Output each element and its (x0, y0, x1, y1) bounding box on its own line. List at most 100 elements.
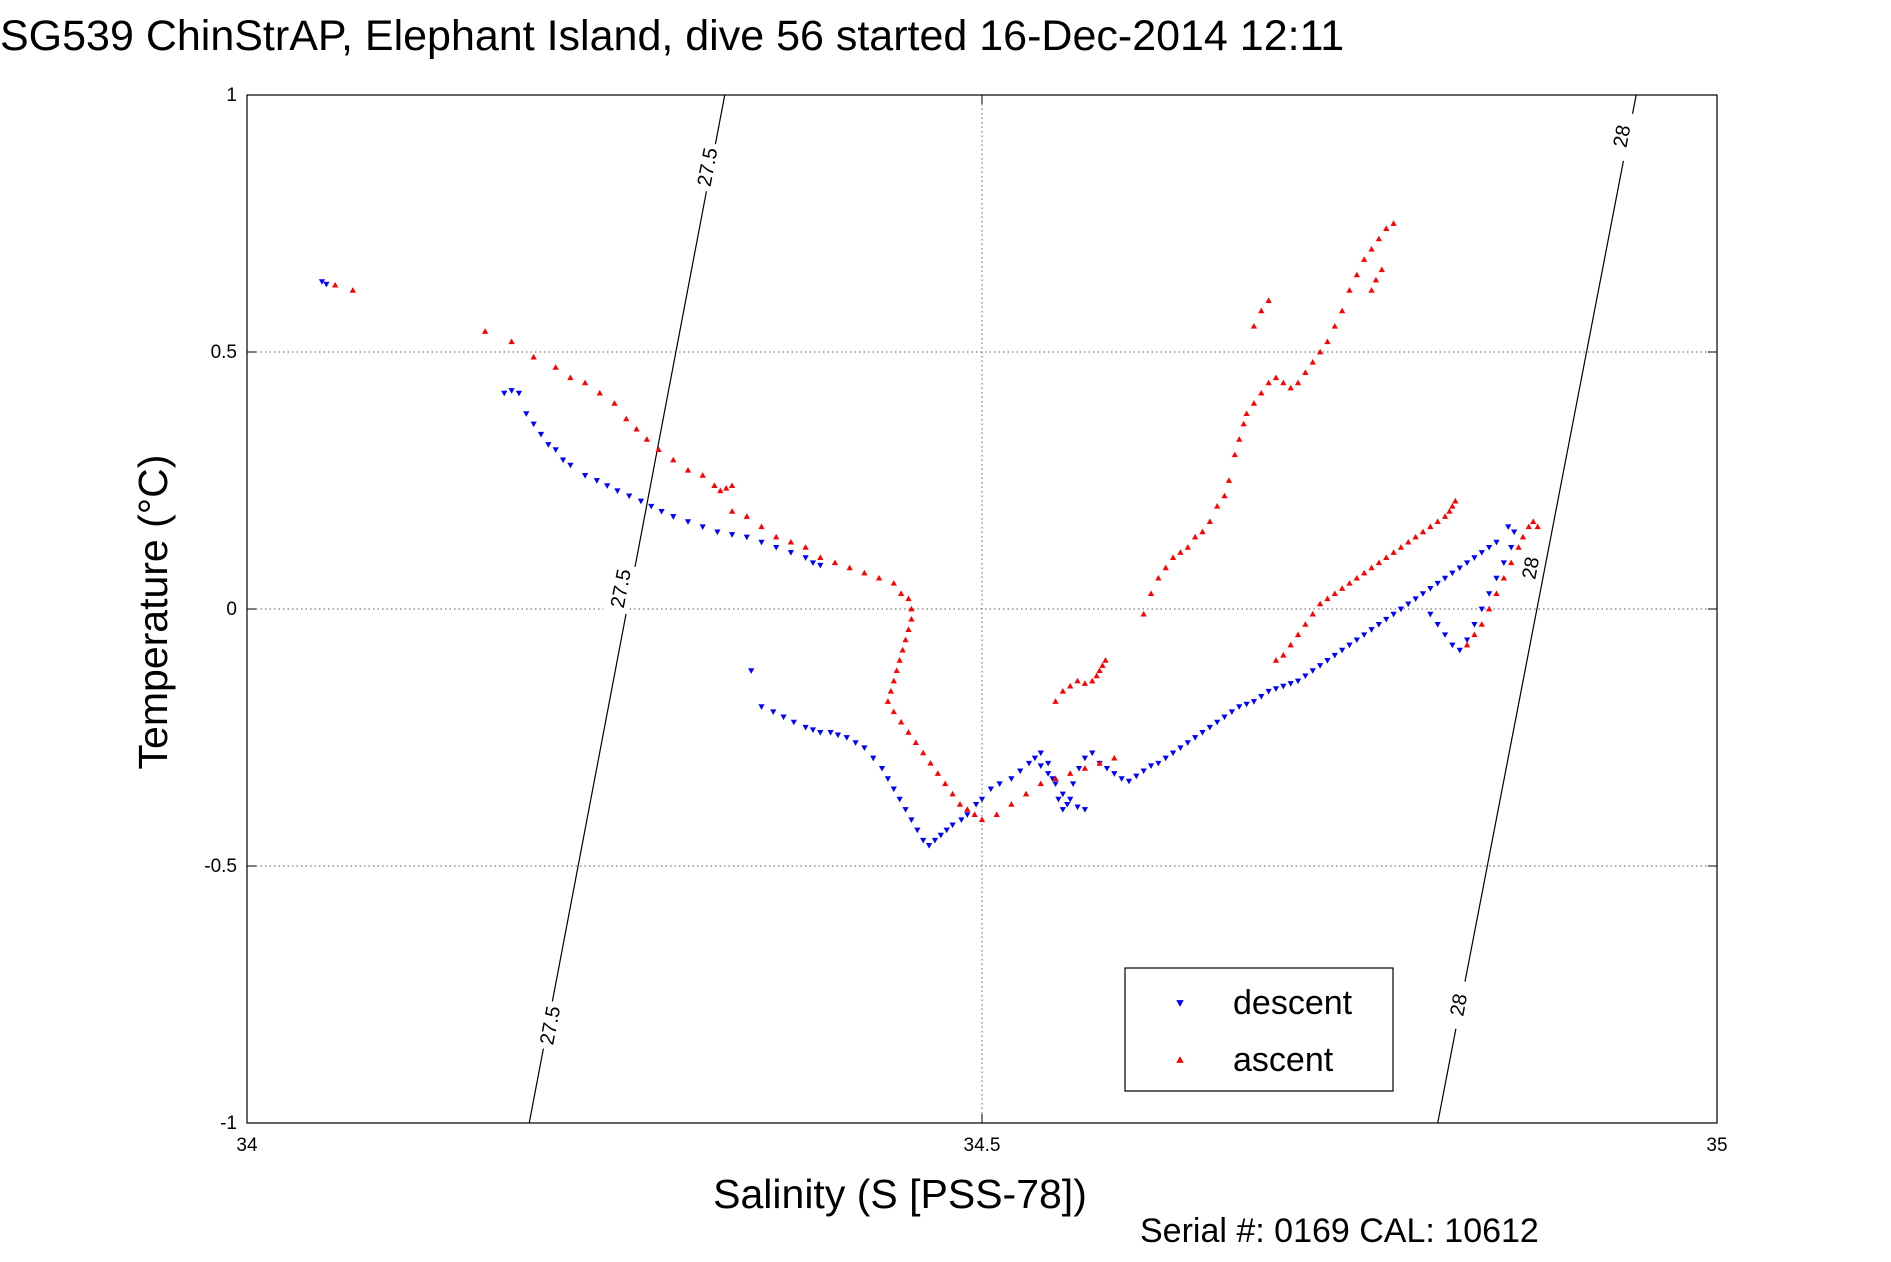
ascent-point (893, 667, 900, 674)
ascent-point (1375, 235, 1383, 242)
ascent-point (1534, 523, 1541, 530)
ascent-point (1067, 770, 1074, 776)
descent-point (1074, 804, 1081, 811)
descent-point (925, 843, 933, 849)
contour-label: 28 (1610, 123, 1636, 149)
descent-point (1346, 642, 1353, 649)
descent-point (714, 529, 721, 536)
descent-point (1302, 673, 1309, 680)
ascent-point (1022, 790, 1030, 797)
descent-point (1463, 560, 1471, 566)
ascent-point (1140, 610, 1147, 617)
ascent-point (711, 482, 718, 489)
descent-point (920, 837, 927, 844)
legend-label-descent: descent (1233, 984, 1353, 1022)
ascent-point (1375, 559, 1383, 566)
ascent-point (905, 626, 912, 632)
ascent-point (898, 590, 905, 596)
ascent-point (899, 646, 906, 653)
ascent-point (1243, 410, 1250, 417)
contour-label-gap (1604, 110, 1639, 163)
descent-point (1471, 622, 1478, 628)
ascent-point (817, 554, 824, 560)
descent-point (323, 281, 330, 288)
descent-point (902, 807, 909, 813)
ascent-point (1397, 544, 1405, 550)
descent-point (1449, 570, 1456, 577)
descent-point (318, 279, 326, 285)
descent-point (1463, 637, 1471, 644)
data-points (318, 220, 1541, 849)
contour-label-gap (1513, 541, 1548, 594)
ascent-point (623, 415, 630, 422)
ascent-point (1405, 538, 1412, 545)
ascent-point (1309, 610, 1316, 617)
descent-point (1147, 763, 1155, 769)
descent-point (530, 421, 537, 428)
descent-point (581, 472, 589, 479)
ascent-point (1037, 780, 1044, 787)
descent-point (1309, 668, 1316, 674)
ascent-point (1383, 554, 1390, 560)
descent-point (1064, 801, 1071, 808)
descent-point (1505, 524, 1512, 530)
descent-point (1258, 693, 1265, 700)
ascent-point (902, 636, 909, 643)
descent-point (996, 781, 1003, 787)
ascent-point (633, 425, 640, 432)
ascent-point (1294, 631, 1302, 638)
y-tick-label: -0.5 (204, 856, 237, 877)
ascent-point (1525, 523, 1532, 530)
descent-point (1081, 807, 1089, 813)
legend-marker-ascent-shape (1176, 1056, 1184, 1063)
ascent-point (1258, 307, 1265, 314)
ascent-point (581, 379, 589, 386)
descent-point (780, 714, 787, 721)
ascent-point (773, 533, 780, 540)
descent-point (1361, 632, 1368, 638)
ascent-point (530, 353, 537, 360)
ascent-point (1081, 765, 1089, 771)
descent-point (1177, 745, 1184, 751)
descent-point (870, 755, 877, 762)
ascent-point (1446, 508, 1453, 514)
descent-point (1133, 773, 1140, 780)
ascent-point (728, 482, 736, 489)
contour-label-group: 28 (1604, 110, 1639, 163)
descent-point (1511, 529, 1518, 536)
ascent-point (920, 749, 927, 756)
descent-point (1103, 765, 1111, 772)
ascent-point (1434, 518, 1441, 525)
ascent-point (1324, 595, 1331, 602)
ascent-point (723, 484, 730, 491)
ascent-point (1368, 287, 1375, 293)
ascent-point (508, 338, 515, 345)
descent-point (884, 776, 892, 782)
ascent-point (567, 374, 574, 381)
descent-point (802, 555, 809, 561)
ascent-point (1221, 492, 1228, 499)
isopycnal-line-28 (1437, 94, 1637, 1124)
ascent-point (861, 569, 868, 576)
ascent-point (1272, 374, 1280, 381)
descent-point (1434, 580, 1441, 587)
ascent-point (552, 364, 559, 370)
contour-label: 28 (1518, 555, 1544, 581)
descent-point (787, 550, 795, 556)
ascent-point (912, 739, 919, 746)
legend-label-ascent: ascent (1233, 1041, 1334, 1079)
ascent-point (1331, 323, 1338, 329)
descent-point (1456, 565, 1463, 572)
ascent-point (896, 657, 903, 663)
ascent-point (670, 456, 677, 463)
ascent-point (1096, 667, 1103, 674)
descent-point (1059, 807, 1066, 813)
contour-label: 28 (1446, 992, 1472, 1018)
ascent-point (758, 523, 765, 530)
ascent-point (1353, 574, 1360, 581)
ascent-point (1147, 590, 1155, 596)
y-tick-label: 1 (226, 85, 237, 106)
ascent-point (949, 790, 956, 797)
x-tick-label: 34 (236, 1135, 258, 1156)
ascent-point (898, 718, 905, 725)
